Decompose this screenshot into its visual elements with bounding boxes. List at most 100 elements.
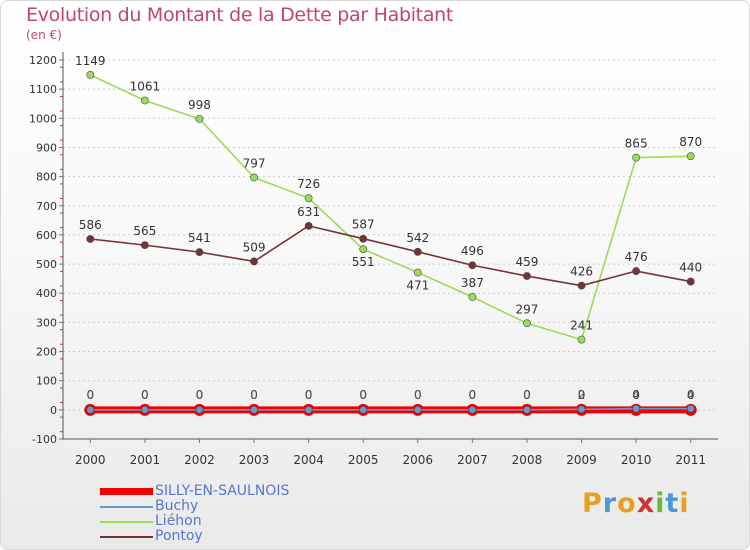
data-label-liehon: 551 (352, 255, 375, 269)
data-label-buchy: 4 (687, 388, 695, 402)
data-point-pontoy (686, 277, 695, 286)
data-label-pontoy: 509 (243, 240, 266, 254)
logo-letter: o (617, 488, 637, 519)
legend-swatch (100, 520, 153, 523)
proxiti-logo: Proxiti (582, 488, 690, 519)
data-label-pontoy: 631 (297, 205, 320, 219)
data-label-buchy: 0 (196, 388, 204, 402)
legend-label: Buchy (155, 498, 199, 514)
data-point-buchy (523, 405, 531, 414)
x-tick-label: 2004 (293, 453, 324, 467)
data-point-buchy (250, 405, 258, 414)
data-label-zero: 0 (578, 388, 586, 402)
data-label-buchy: 0 (250, 388, 258, 402)
x-tick-label: 2000 (75, 453, 106, 467)
data-point-pontoy (359, 234, 368, 243)
data-point-li-hon (195, 114, 204, 123)
series-line-pontoy (90, 225, 691, 287)
data-label-zero: 0 (305, 388, 313, 402)
data-label-pontoy: 496 (461, 244, 484, 258)
data-label-buchy: 0 (141, 388, 149, 402)
data-label-pontoy: 542 (406, 231, 429, 245)
logo-letter: t (665, 488, 680, 519)
data-label-buchy: 0 (469, 388, 477, 402)
legend-item-silly-en-saulnois: SILLY-EN-SAULNOIS (100, 484, 289, 499)
series-line-li-hon (89, 74, 691, 341)
data-point-li-hon (523, 319, 531, 328)
data-label-pontoy: 586 (79, 218, 102, 232)
y-tick-label: 1200 (29, 54, 57, 67)
data-label-zero: 0 (469, 388, 477, 402)
data-label-liehon: 865 (625, 137, 648, 151)
legend-swatch (100, 535, 153, 538)
data-point-li-hon (86, 70, 95, 79)
x-tick-label: 2003 (239, 453, 270, 467)
series-line-buchy (90, 407, 691, 411)
chart-title: Evolution du Montant de la Dette par Hab… (26, 4, 454, 26)
data-label-pontoy: 565 (133, 224, 156, 238)
legend-item-pontoy: Pontoy (100, 529, 289, 544)
y-tick-label: 1000 (29, 112, 57, 125)
data-label-zero: 0 (86, 388, 94, 402)
data-label-zero: 0 (414, 388, 422, 402)
data-label-zero: 0 (687, 388, 695, 402)
x-tick-label: 2002 (184, 453, 215, 467)
data-point-pontoy (250, 257, 258, 266)
data-label-liehon: 1149 (75, 54, 106, 68)
data-point-pontoy (632, 267, 641, 275)
x-tick-label: 2008 (512, 453, 543, 467)
data-point-pontoy (140, 241, 149, 250)
data-label-buchy: 0 (86, 388, 94, 402)
y-tick-label: 200 (36, 346, 57, 359)
legend-label: SILLY-EN-SAULNOIS (155, 483, 290, 499)
x-tick-label: 2007 (457, 453, 488, 467)
data-label-zero: 0 (141, 388, 149, 402)
logo-letter: i (655, 488, 666, 519)
chart-subtitle: (en €) (26, 28, 62, 42)
data-point-buchy (686, 404, 695, 413)
legend-item-li-hon: Liéhon (100, 514, 289, 529)
data-label-pontoy: 426 (570, 265, 593, 279)
y-tick-label: 600 (36, 229, 57, 242)
y-tick-label: 1100 (29, 83, 57, 96)
data-point-buchy (359, 405, 368, 414)
y-tick-label: 300 (36, 316, 57, 329)
x-tick-label: 2005 (348, 453, 379, 467)
data-point-pontoy (468, 261, 477, 270)
x-tick-label: 2011 (675, 453, 706, 467)
data-label-pontoy: 440 (679, 261, 702, 275)
data-point-buchy (304, 405, 313, 414)
y-tick-label: 0 (50, 404, 57, 417)
data-point-buchy (195, 405, 204, 414)
x-tick-label: 2010 (621, 453, 652, 467)
data-point-li-hon (140, 96, 149, 105)
data-label-liehon: 471 (406, 279, 429, 293)
data-point-buchy (577, 405, 586, 414)
data-label-zero: 0 (196, 388, 204, 402)
data-label-liehon: 998 (188, 98, 211, 112)
data-label-liehon: 726 (297, 177, 320, 191)
data-label-buchy: 0 (523, 388, 531, 402)
data-point-li-hon (632, 153, 641, 162)
data-point-buchy (468, 405, 477, 414)
data-label-buchy: 4 (632, 388, 640, 402)
data-label-liehon: 870 (679, 135, 702, 149)
data-label-liehon: 797 (243, 156, 266, 170)
data-label-liehon: 387 (461, 276, 484, 290)
data-label-buchy: 2 (578, 388, 586, 402)
data-label-zero: 0 (632, 388, 640, 402)
logo-letter: P (582, 488, 603, 519)
data-label-pontoy: 541 (188, 231, 211, 245)
chart-legend: SILLY-EN-SAULNOIS Buchy Liéhon Pontoy (100, 484, 289, 544)
data-label-pontoy: 587 (352, 218, 375, 232)
y-tick-label: 500 (36, 258, 57, 271)
data-point-pontoy (523, 272, 531, 280)
data-point-li-hon (577, 335, 586, 344)
data-label-buchy: 0 (305, 388, 313, 402)
data-label-zero: 0 (250, 388, 258, 402)
data-point-li-hon (359, 245, 368, 254)
data-point-pontoy (304, 221, 313, 230)
data-point-pontoy (195, 248, 204, 257)
y-tick-label: 100 (36, 375, 57, 388)
